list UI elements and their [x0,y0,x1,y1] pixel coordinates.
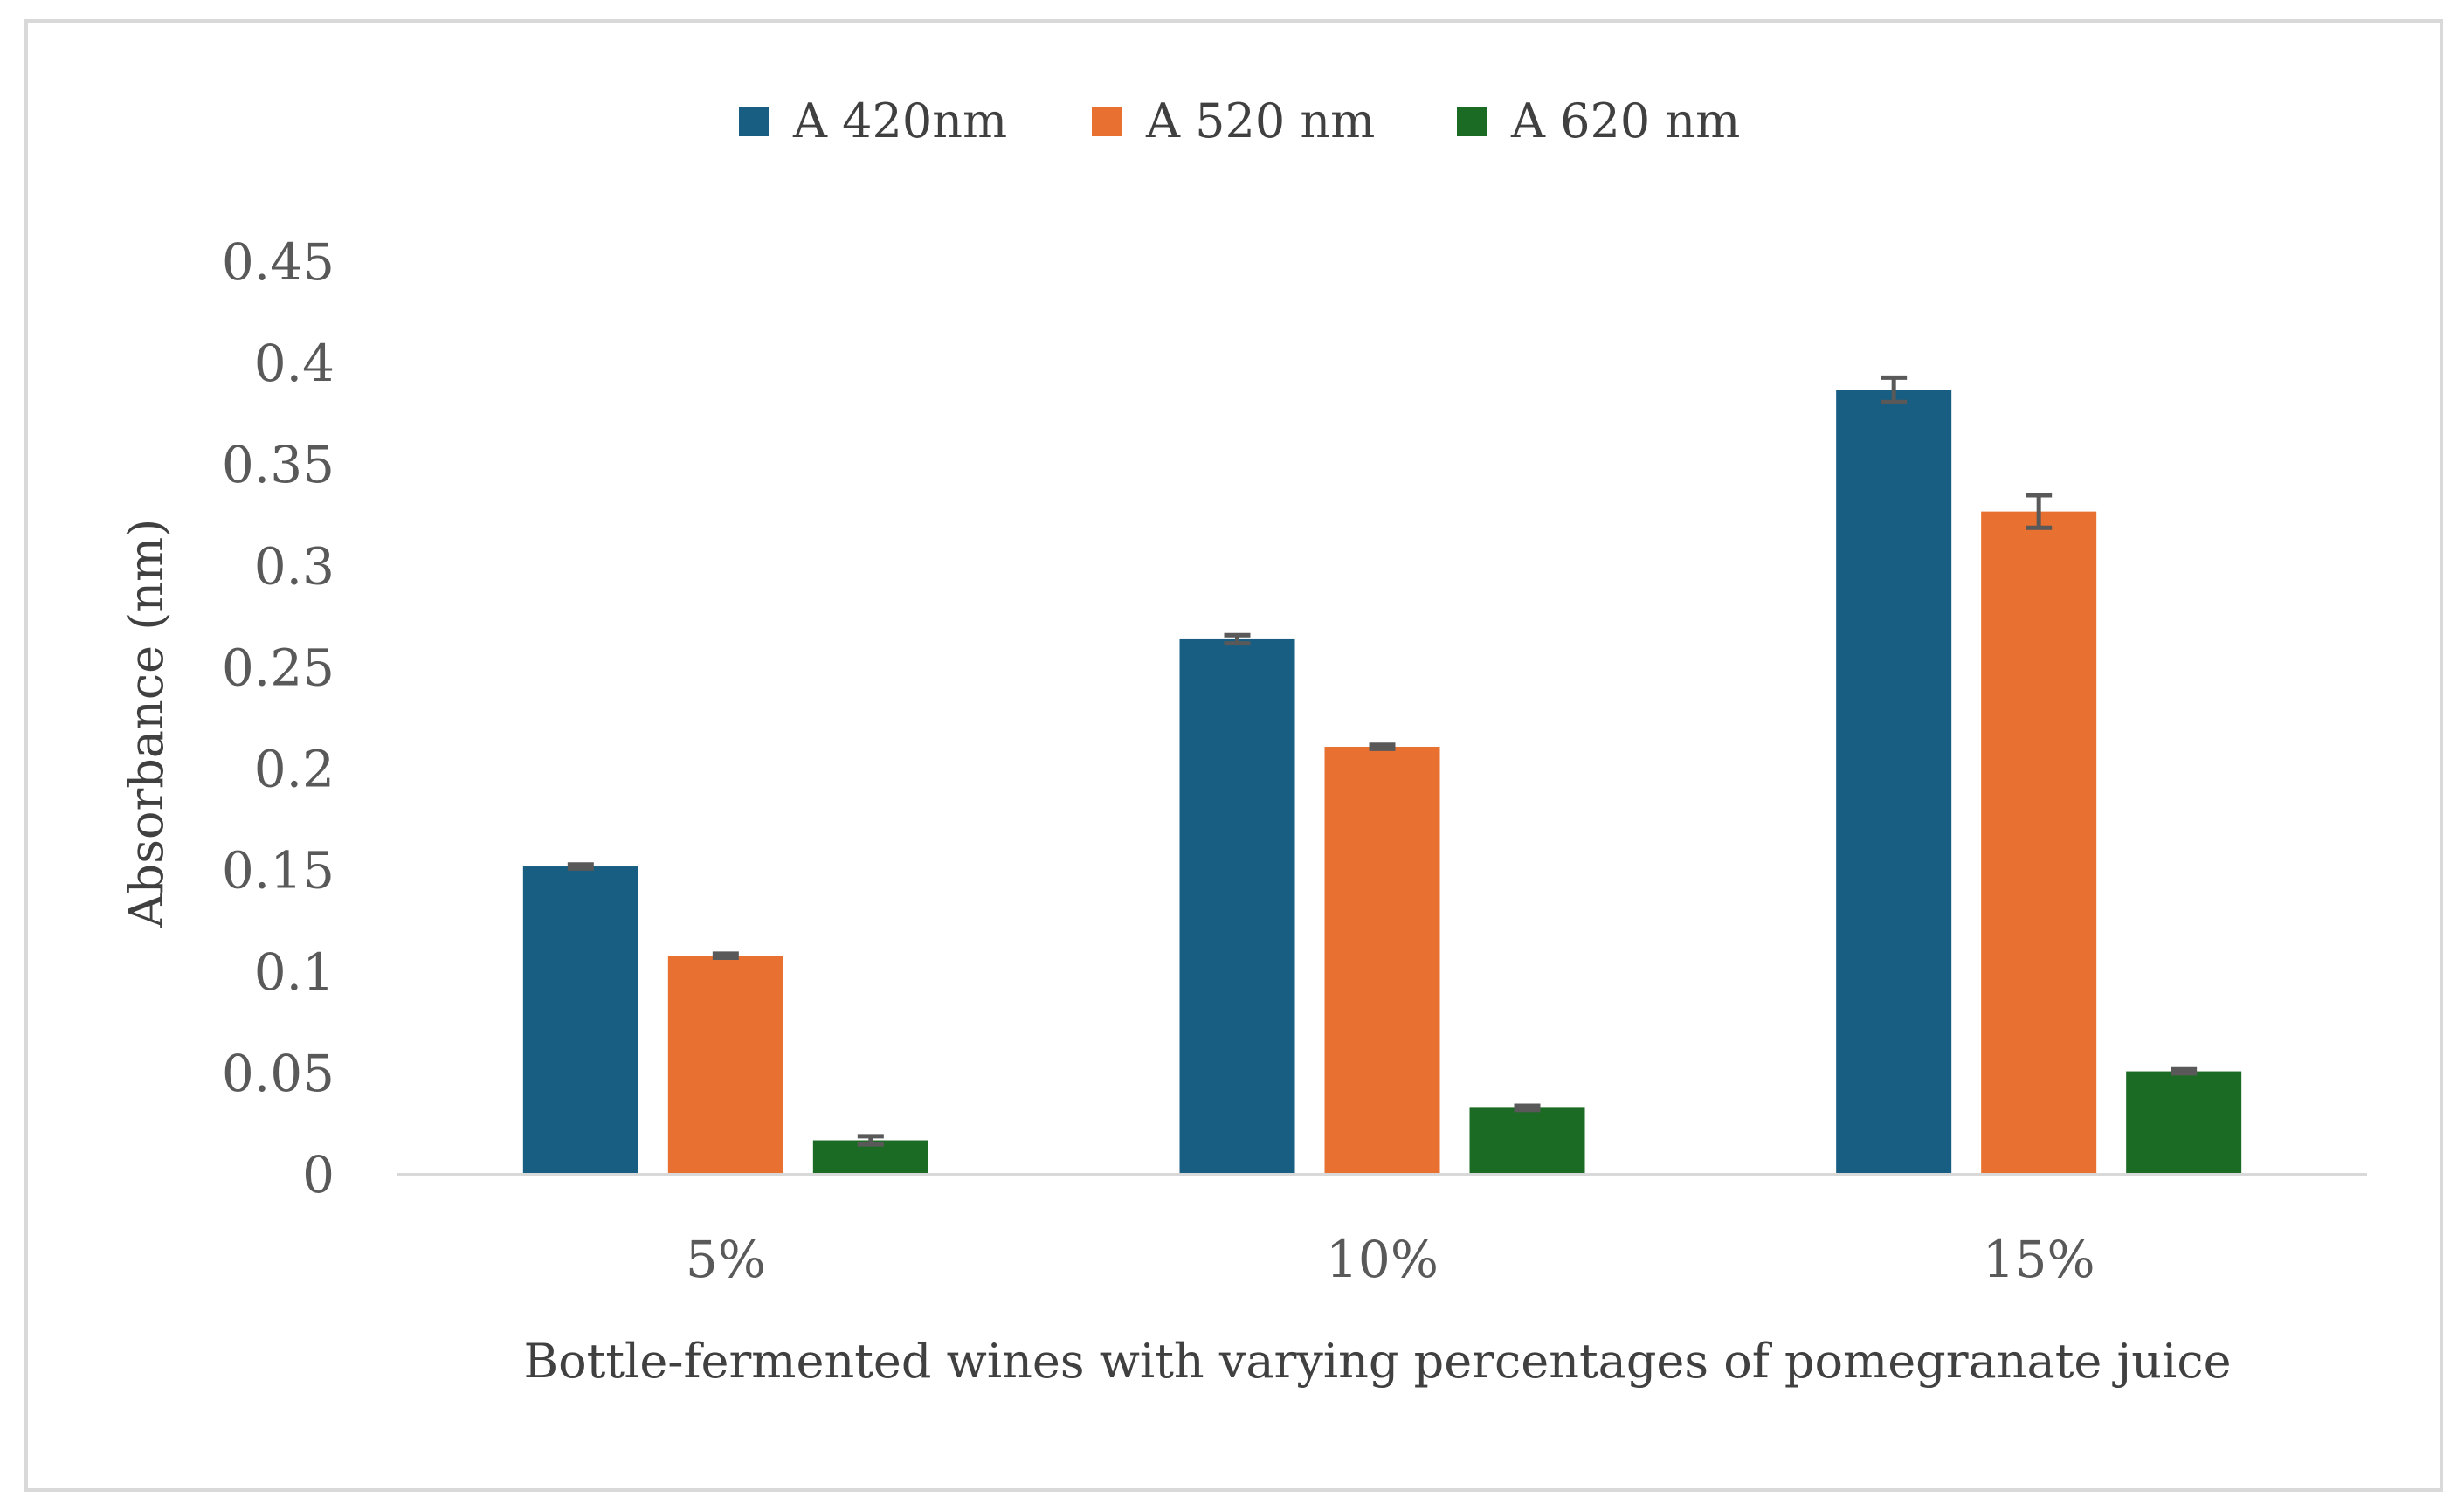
y-tick-label: 0.35 [222,435,335,494]
error-bars [567,375,2198,1147]
legend-label: A 620 nm [1510,93,1740,148]
x-axis-tick-labels: 5% 10% 15% [686,1230,2095,1289]
y-tick-label: 0 [302,1145,335,1204]
x-tick-label: 10% [1326,1230,1439,1289]
y-tick-label: 0.2 [254,740,335,799]
error-bar [712,951,739,961]
bar-5pct-series-2 [667,956,783,1175]
bar-15pct-series-2 [1981,511,2097,1175]
legend-swatch [1092,107,1122,136]
y-tick-label: 0.15 [222,841,335,900]
legend-label: A 420nm [792,93,1007,148]
error-bar [857,1134,884,1147]
x-tick-label: 5% [686,1230,766,1289]
error-bar [2171,1066,2198,1076]
error-bar [567,862,594,871]
y-tick-label: 0.05 [222,1044,335,1103]
bar-10pct-series-3 [1469,1107,1585,1175]
error-bar [1881,375,1908,404]
x-axis-title: Bottle-fermented wines with varying perc… [523,1334,2231,1389]
error-bar [2026,493,2053,530]
legend-swatch [1457,107,1487,136]
legend-item: A 420nm [739,93,1007,148]
y-tick-label: 0.4 [254,334,335,393]
legend-swatch [739,107,769,136]
y-tick-label: 0.1 [254,942,335,1002]
bars [522,390,2242,1175]
y-tick-label: 0.45 [222,232,335,292]
legend-label: A 520 nm [1145,93,1375,148]
y-axis-title: Absorbance (nm) [119,519,174,929]
bar-15pct-series-1 [1836,390,1952,1175]
bar-10pct-series-2 [1324,747,1440,1175]
legend-item: A 520 nm [1092,93,1375,148]
error-bar [1514,1103,1541,1113]
y-tick-label: 0.25 [222,638,335,697]
legend-item: A 620 nm [1457,93,1740,148]
error-bar [1369,742,1396,751]
y-tick-label: 0.3 [254,536,335,596]
bar-10pct-series-1 [1179,638,1295,1175]
y-axis-tick-labels: 0 0.05 0.1 0.15 0.2 0.25 0.3 0.35 0.4 0.45 [222,232,335,1204]
bar-5pct-series-1 [522,866,638,1175]
x-tick-label: 15% [1983,1230,2095,1289]
bar-15pct-series-3 [2126,1071,2242,1175]
error-bar [1224,632,1251,646]
legend: A 420nm A 520 nm A 620 nm [739,93,1740,148]
